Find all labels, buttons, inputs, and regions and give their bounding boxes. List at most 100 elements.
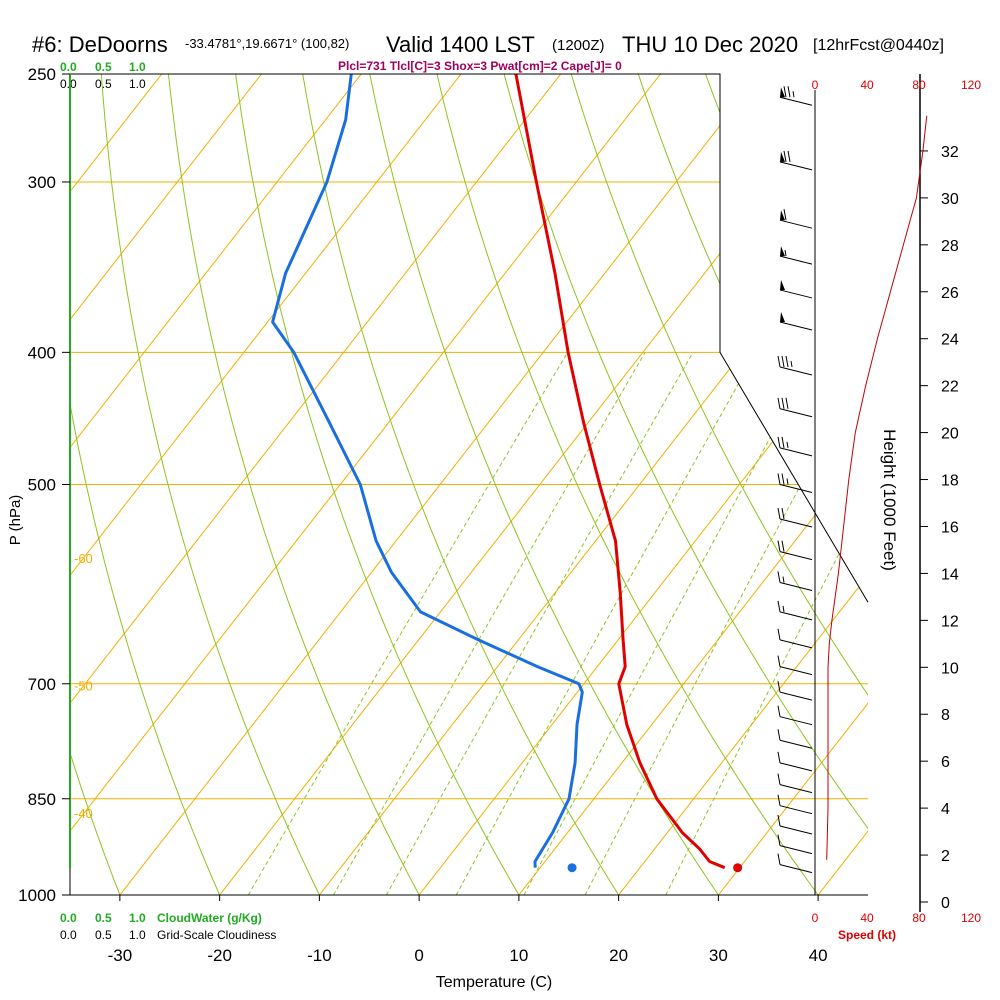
speed-tick-bottom: 120 (961, 911, 981, 925)
height-tick-label: 26 (941, 285, 959, 302)
isotherm-label: -50 (74, 678, 93, 693)
x-tick-label: 20 (609, 946, 628, 965)
wind-barb-flag (777, 834, 781, 846)
valid-date: THU 10 Dec 2020 (622, 32, 798, 57)
bottom-cloudiness-scale: 0.0 0.5 1.0 Grid-Scale Cloudiness (60, 928, 276, 942)
dry-adiabat (0, 74, 20, 895)
wind-barb-staff (779, 762, 813, 772)
height-tick-label: 6 (941, 754, 950, 771)
wind-barb-half (782, 576, 785, 583)
wind-barb-flag (781, 507, 785, 520)
mixing-ratio-line (385, 352, 694, 895)
cloudiness-label: Grid-Scale Cloudiness (157, 928, 276, 942)
wind-barb-staff (779, 845, 813, 855)
sounding-profiles (271, 74, 743, 873)
speed-axis-title: Speed (kt) (838, 928, 896, 942)
isotherm-label: -40 (74, 806, 93, 821)
wind-barb-staff (779, 825, 813, 835)
wind-barb-flag (783, 150, 787, 162)
wind-barb-staff (779, 447, 813, 457)
x-axis-title: Temperature (C) (436, 974, 552, 991)
isotherm-line (119, 74, 761, 895)
bottom-cloudiness-tick: 0.0 (60, 928, 77, 942)
wind-barb (777, 705, 813, 726)
wind-barb-flag (777, 751, 781, 763)
wind-barb (777, 628, 813, 649)
wind-panel: 0246810121416182022242628303200404080801… (777, 74, 981, 925)
wind-barb-staff (779, 716, 813, 726)
bottom-cloudwater-scale: 0.0 0.5 1.0 CloudWater (g/Kg) (60, 911, 262, 925)
wind-barb-staff (779, 321, 813, 331)
wind-barb (777, 355, 813, 376)
top-cloudiness-scale: 0.0 0.5 1.0 (60, 77, 146, 91)
wind-barb-flag (777, 436, 781, 448)
wind-barb-staff (779, 219, 813, 229)
wind-barb-pennant (780, 151, 785, 162)
x-tick-label: 30 (709, 946, 728, 965)
wind-barb-half (792, 91, 795, 98)
mixing-ratio-label: 3 (385, 892, 392, 907)
height-tick-label: 10 (941, 660, 959, 677)
wind-barb (779, 311, 813, 331)
dry-adiabat (570, 74, 868, 895)
wind-barb-flag (785, 397, 789, 409)
dry-adiabat (369, 74, 719, 895)
height-tick-label: 24 (941, 332, 959, 349)
wind-barb (777, 397, 813, 418)
wind-barb-flag (777, 507, 781, 520)
x-tick-label: -30 (108, 946, 133, 965)
height-tick-label: 32 (941, 144, 959, 161)
wind-barb (777, 814, 813, 835)
mixing-ratio-line (665, 352, 868, 895)
p-tick-label: 1000 (18, 886, 56, 905)
speed-tick-bottom: 80 (912, 911, 926, 925)
height-tick-label: 16 (941, 519, 959, 536)
wind-barb-staff (779, 639, 813, 649)
p-tick-label: 500 (28, 476, 56, 495)
isotherm-line (717, 74, 868, 895)
speed-tick-bottom: 40 (860, 911, 874, 925)
wind-barb (777, 436, 813, 457)
station-title: #6: DeDoorns (32, 32, 168, 57)
wind-barb-half (790, 360, 793, 368)
wind-barb (777, 600, 813, 621)
wind-barb-staff (779, 255, 813, 265)
height-tick-label: 22 (941, 379, 959, 396)
station-coords: -33.4781°,19.6671° (100,82) (185, 36, 349, 51)
wind-barb-staff (779, 691, 813, 701)
wind-barb-flag (781, 540, 785, 552)
wind-barb-half (782, 605, 785, 612)
isotherm-line (70, 74, 262, 895)
wind-barb-flag (783, 86, 787, 98)
isotherm-line (70, 74, 562, 895)
wind-barb-pennant (780, 311, 785, 322)
wind-barb (779, 150, 813, 171)
wind-barb (779, 246, 813, 265)
wind-barb (777, 681, 813, 701)
wind-barb (777, 571, 813, 592)
wind-barb-flag (785, 355, 789, 368)
height-tick-label: 8 (941, 707, 950, 724)
height-tick-label: 2 (941, 848, 950, 865)
wind-barb-flag (777, 397, 781, 409)
speed-tick-top: 0 (812, 78, 819, 92)
sounding-indices: Plcl=731 Tlcl[C]=3 Shox=3 Pwat[cm]=2 Cap… (338, 59, 622, 73)
isotherm-line (70, 74, 362, 895)
isotherm-line (817, 74, 868, 895)
dry-adiabat (436, 74, 819, 895)
wind-barb (777, 540, 813, 561)
wind-barb (777, 794, 813, 815)
wind-barb (777, 751, 813, 772)
bottom-cloudwater-tick: 0.0 (60, 911, 77, 925)
p-tick-label: 700 (28, 675, 56, 694)
wind-barb (779, 279, 813, 299)
height-axis-title: Height (1000 Feet) (880, 429, 899, 571)
x-tick-label: 0 (414, 946, 423, 965)
wind-barb-pennant (780, 87, 785, 98)
wind-barb-flag (777, 705, 781, 717)
dry-adiabat (70, 74, 221, 895)
wind-barb-flag (781, 355, 785, 368)
valid-utc: (1200Z) (552, 37, 605, 54)
